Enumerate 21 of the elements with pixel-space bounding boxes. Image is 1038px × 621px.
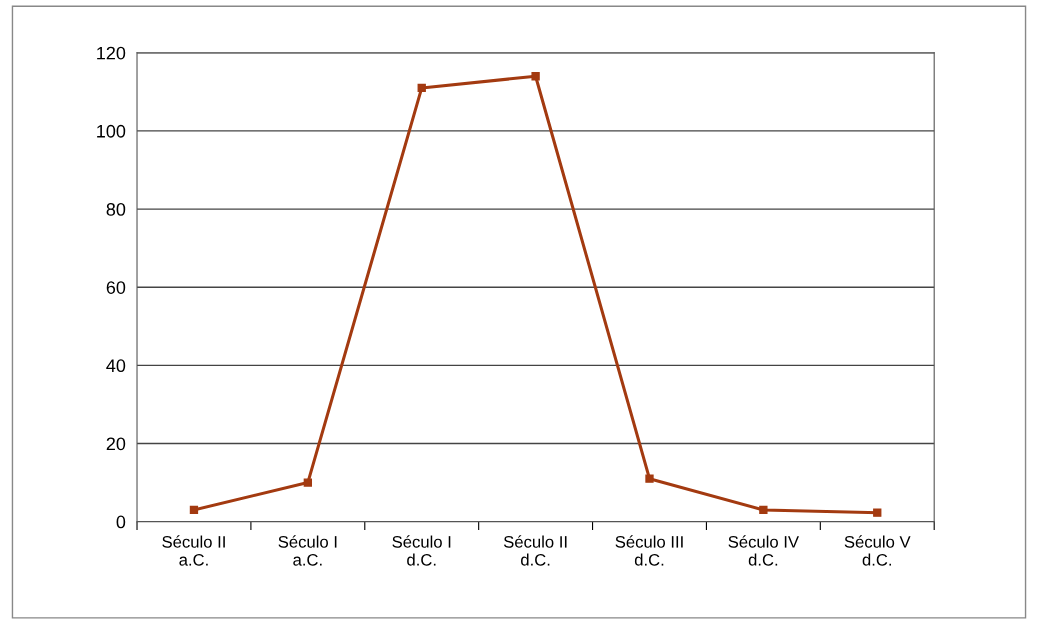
x-tick-label: Século V d.C. bbox=[844, 535, 911, 566]
x-tick-label: Século II d.C. bbox=[503, 535, 567, 566]
point bbox=[303, 478, 313, 487]
point bbox=[759, 505, 768, 515]
y-tick-label: 80 bbox=[106, 203, 126, 216]
x-tick-label: Século I a.C. bbox=[278, 535, 337, 566]
y-tick-label: 120 bbox=[97, 46, 126, 60]
x-tick-label: Século IV d.C. bbox=[728, 535, 799, 566]
point bbox=[189, 505, 199, 515]
x-tick-label: Século I d.C. bbox=[392, 535, 451, 566]
x-tick-label: Século II a.C. bbox=[162, 535, 225, 566]
y-tick-label: 60 bbox=[106, 281, 126, 294]
y-tick-label: 20 bbox=[106, 437, 126, 451]
y-tick-label: 0 bbox=[116, 515, 126, 529]
point bbox=[531, 72, 540, 81]
y-tick-label: 40 bbox=[106, 359, 126, 373]
point bbox=[645, 474, 654, 483]
point bbox=[873, 508, 882, 517]
point bbox=[417, 83, 426, 93]
y-tick-label: 100 bbox=[97, 124, 126, 138]
x-tick-label: Século III d.C. bbox=[615, 535, 683, 566]
